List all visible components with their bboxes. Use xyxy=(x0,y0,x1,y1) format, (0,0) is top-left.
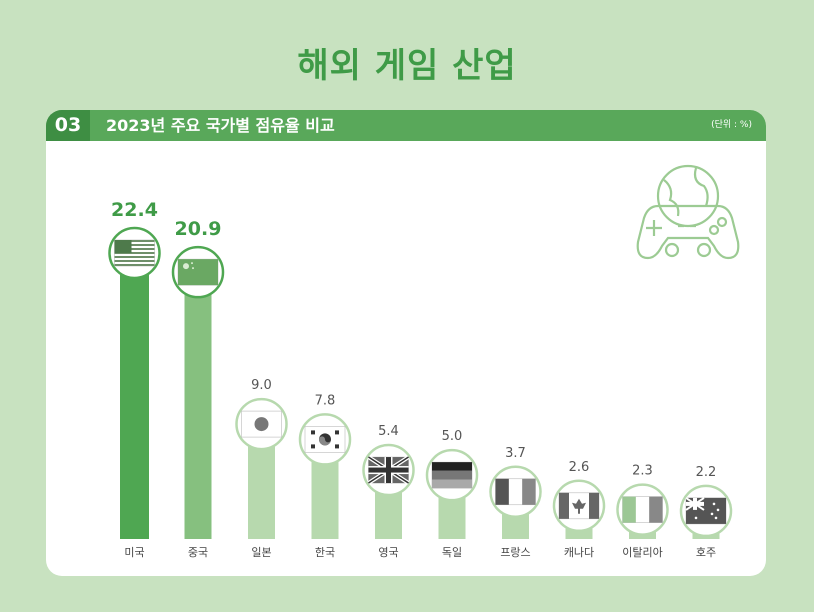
jp-flag-icon xyxy=(235,397,288,451)
data-label: 9.0 xyxy=(251,378,272,393)
data-label: 5.4 xyxy=(378,424,399,439)
category-label: 한국 xyxy=(315,546,335,559)
unit-label: (단위 : %) xyxy=(711,120,752,130)
data-label: 22.4 xyxy=(111,199,158,221)
au-flag-icon xyxy=(679,484,733,538)
chart-card: 03 2023년 주요 국가별 점유율 비교 (단위 : %) 22.4 미국 20… xyxy=(46,110,766,576)
page-title: 해외 게임 산업 xyxy=(297,46,517,86)
data-label: 3.7 xyxy=(505,446,526,461)
category-label: 영국 xyxy=(378,546,398,559)
data-label: 2.2 xyxy=(696,465,717,480)
kr-flag-icon xyxy=(298,413,352,466)
category-label: 미국 xyxy=(124,546,144,559)
category-label: 독일 xyxy=(442,545,462,559)
data-label: 2.3 xyxy=(632,464,653,479)
bar xyxy=(184,272,212,539)
gamepad-globe-icon xyxy=(636,164,740,260)
cn-flag-icon xyxy=(171,245,225,299)
data-label: 20.9 xyxy=(175,218,222,240)
it-flag-icon xyxy=(616,483,669,536)
data-label: 2.6 xyxy=(569,460,590,475)
bar xyxy=(120,253,149,539)
chart-header: 03 2023년 주요 국가별 점유율 비교 (단위 : %) xyxy=(46,110,766,141)
category-label: 캐나다 xyxy=(564,546,594,559)
category-label: 프랑스 xyxy=(500,546,530,559)
bar-chart: 22.4 미국 20.9 중국 9.0 일본 7.8 한국 5.4 영국 5.0 독일 3.7 프랑스 2.… xyxy=(108,199,733,559)
section-number: 03 xyxy=(46,110,90,141)
data-label: 7.8 xyxy=(315,393,336,408)
category-label: 중국 xyxy=(188,546,208,559)
us-flag-icon xyxy=(108,226,161,280)
category-label: 호주 xyxy=(696,546,716,559)
category-label: 이탈리아 xyxy=(622,546,662,559)
category-label: 일본 xyxy=(251,545,271,559)
chart-title: 2023년 주요 국가별 점유율 비교 xyxy=(106,116,335,135)
uk-flag-icon xyxy=(362,443,415,497)
de-flag-icon xyxy=(425,448,479,502)
data-label: 5.0 xyxy=(442,429,463,444)
ca-flag-icon xyxy=(552,479,606,533)
fr-flag-icon xyxy=(489,465,542,519)
